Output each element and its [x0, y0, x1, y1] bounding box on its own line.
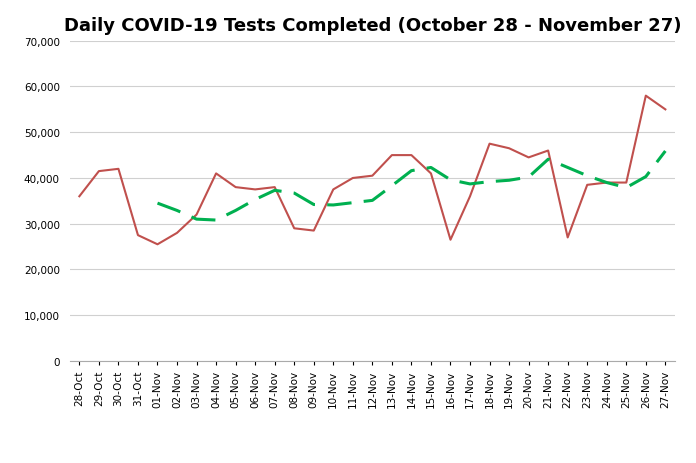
Title: Daily COVID-19 Tests Completed (October 28 - November 27): Daily COVID-19 Tests Completed (October … — [63, 17, 681, 35]
